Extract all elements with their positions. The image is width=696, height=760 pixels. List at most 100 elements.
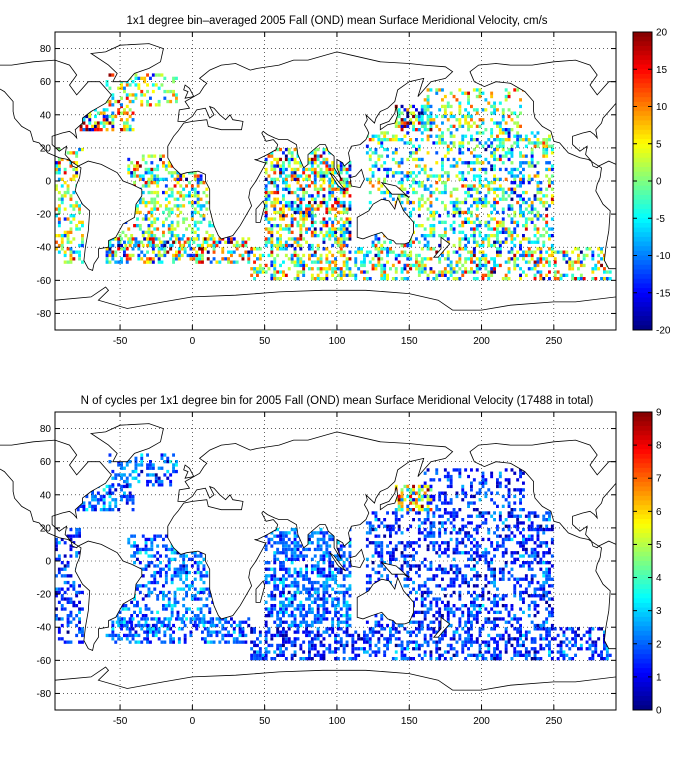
data-cell	[188, 194, 191, 198]
data-cell	[146, 483, 149, 487]
data-cell	[507, 187, 511, 191]
data-cell	[325, 600, 329, 604]
data-cell	[293, 577, 297, 581]
data-cell	[354, 257, 358, 261]
data-cell	[290, 620, 294, 624]
data-cell	[308, 200, 311, 205]
data-cell	[308, 210, 311, 215]
data-cell	[400, 501, 404, 505]
data-cell	[302, 574, 306, 578]
data-cell	[117, 247, 121, 251]
data-cell	[209, 640, 213, 644]
data-cell	[302, 614, 306, 618]
data-cell	[412, 187, 415, 191]
data-cell	[287, 640, 291, 644]
data-cell	[325, 531, 329, 535]
data-cell	[403, 498, 407, 502]
data-cell	[316, 243, 320, 248]
data-cell	[198, 253, 201, 258]
data-cell	[230, 260, 233, 264]
data-cell	[137, 473, 141, 477]
data-cell	[461, 220, 465, 224]
data-cell	[501, 111, 505, 115]
data-cell	[151, 247, 155, 251]
data-cell	[172, 93, 175, 97]
data-cell	[253, 247, 256, 251]
data-cell	[472, 161, 476, 165]
data-cell	[146, 617, 149, 621]
data-cell	[354, 277, 358, 281]
data-cell	[545, 147, 549, 152]
data-cell	[296, 207, 300, 211]
data-cell	[591, 257, 595, 261]
data-cell	[195, 623, 199, 628]
data-cell	[173, 570, 177, 575]
data-cell	[282, 607, 285, 611]
data-cell	[415, 647, 418, 651]
data-cell	[313, 171, 317, 175]
data-cell	[276, 240, 280, 244]
data-cell	[458, 210, 462, 215]
data-cell	[322, 653, 326, 657]
data-cell	[415, 174, 418, 178]
data-cell	[244, 640, 248, 644]
data-cell	[446, 157, 450, 162]
data-cell	[293, 527, 297, 532]
data-cell	[455, 118, 459, 122]
data-cell	[464, 220, 468, 224]
data-cell	[284, 224, 288, 228]
data-cell	[172, 463, 175, 467]
data-cell	[348, 217, 352, 221]
data-cell	[290, 204, 294, 208]
data-cell	[264, 190, 268, 195]
data-cell	[72, 257, 76, 261]
data-cell	[273, 577, 277, 581]
colorbar-swatch	[633, 153, 652, 159]
data-cell	[227, 237, 230, 241]
data-cell	[504, 131, 508, 135]
data-cell	[264, 243, 268, 248]
data-cell	[163, 617, 167, 621]
data-cell	[389, 267, 392, 271]
data-cell	[287, 161, 291, 165]
data-cell	[464, 121, 468, 125]
data-cell	[143, 93, 147, 97]
data-cell	[78, 250, 81, 254]
data-cell	[475, 197, 479, 201]
data-cell	[527, 181, 531, 185]
data-cell	[120, 476, 123, 480]
data-cell	[478, 627, 482, 631]
data-cell	[287, 557, 291, 561]
data-cell	[484, 171, 488, 175]
data-cell	[149, 96, 152, 100]
data-cell	[339, 181, 343, 185]
data-cell	[201, 637, 204, 641]
data-cell	[458, 88, 462, 92]
data-cell	[108, 103, 112, 107]
data-cell	[290, 200, 294, 205]
data-cell	[354, 250, 358, 254]
data-cell	[519, 273, 522, 277]
data-cell	[470, 260, 473, 264]
data-cell	[150, 161, 154, 165]
data-cell	[308, 580, 311, 585]
data-cell	[519, 197, 522, 201]
velocity-panel: -50 0 50 100 150 200 250806040200-20-40-60-802…	[0, 15, 671, 347]
data-cell	[121, 617, 125, 621]
data-cell	[308, 194, 311, 198]
data-cell	[470, 167, 473, 172]
data-cell	[261, 270, 265, 274]
data-cell	[461, 91, 465, 95]
data-cell	[493, 207, 496, 211]
data-cell	[313, 200, 317, 205]
data-cell	[131, 617, 135, 621]
data-cell	[182, 604, 186, 608]
colorbar-swatch	[633, 143, 652, 149]
data-cell	[224, 627, 228, 631]
data-cell	[481, 91, 485, 95]
data-cell	[162, 567, 165, 571]
data-cell	[325, 590, 329, 595]
data-cell	[290, 190, 294, 195]
data-cell	[196, 564, 200, 568]
data-cell	[160, 479, 164, 484]
